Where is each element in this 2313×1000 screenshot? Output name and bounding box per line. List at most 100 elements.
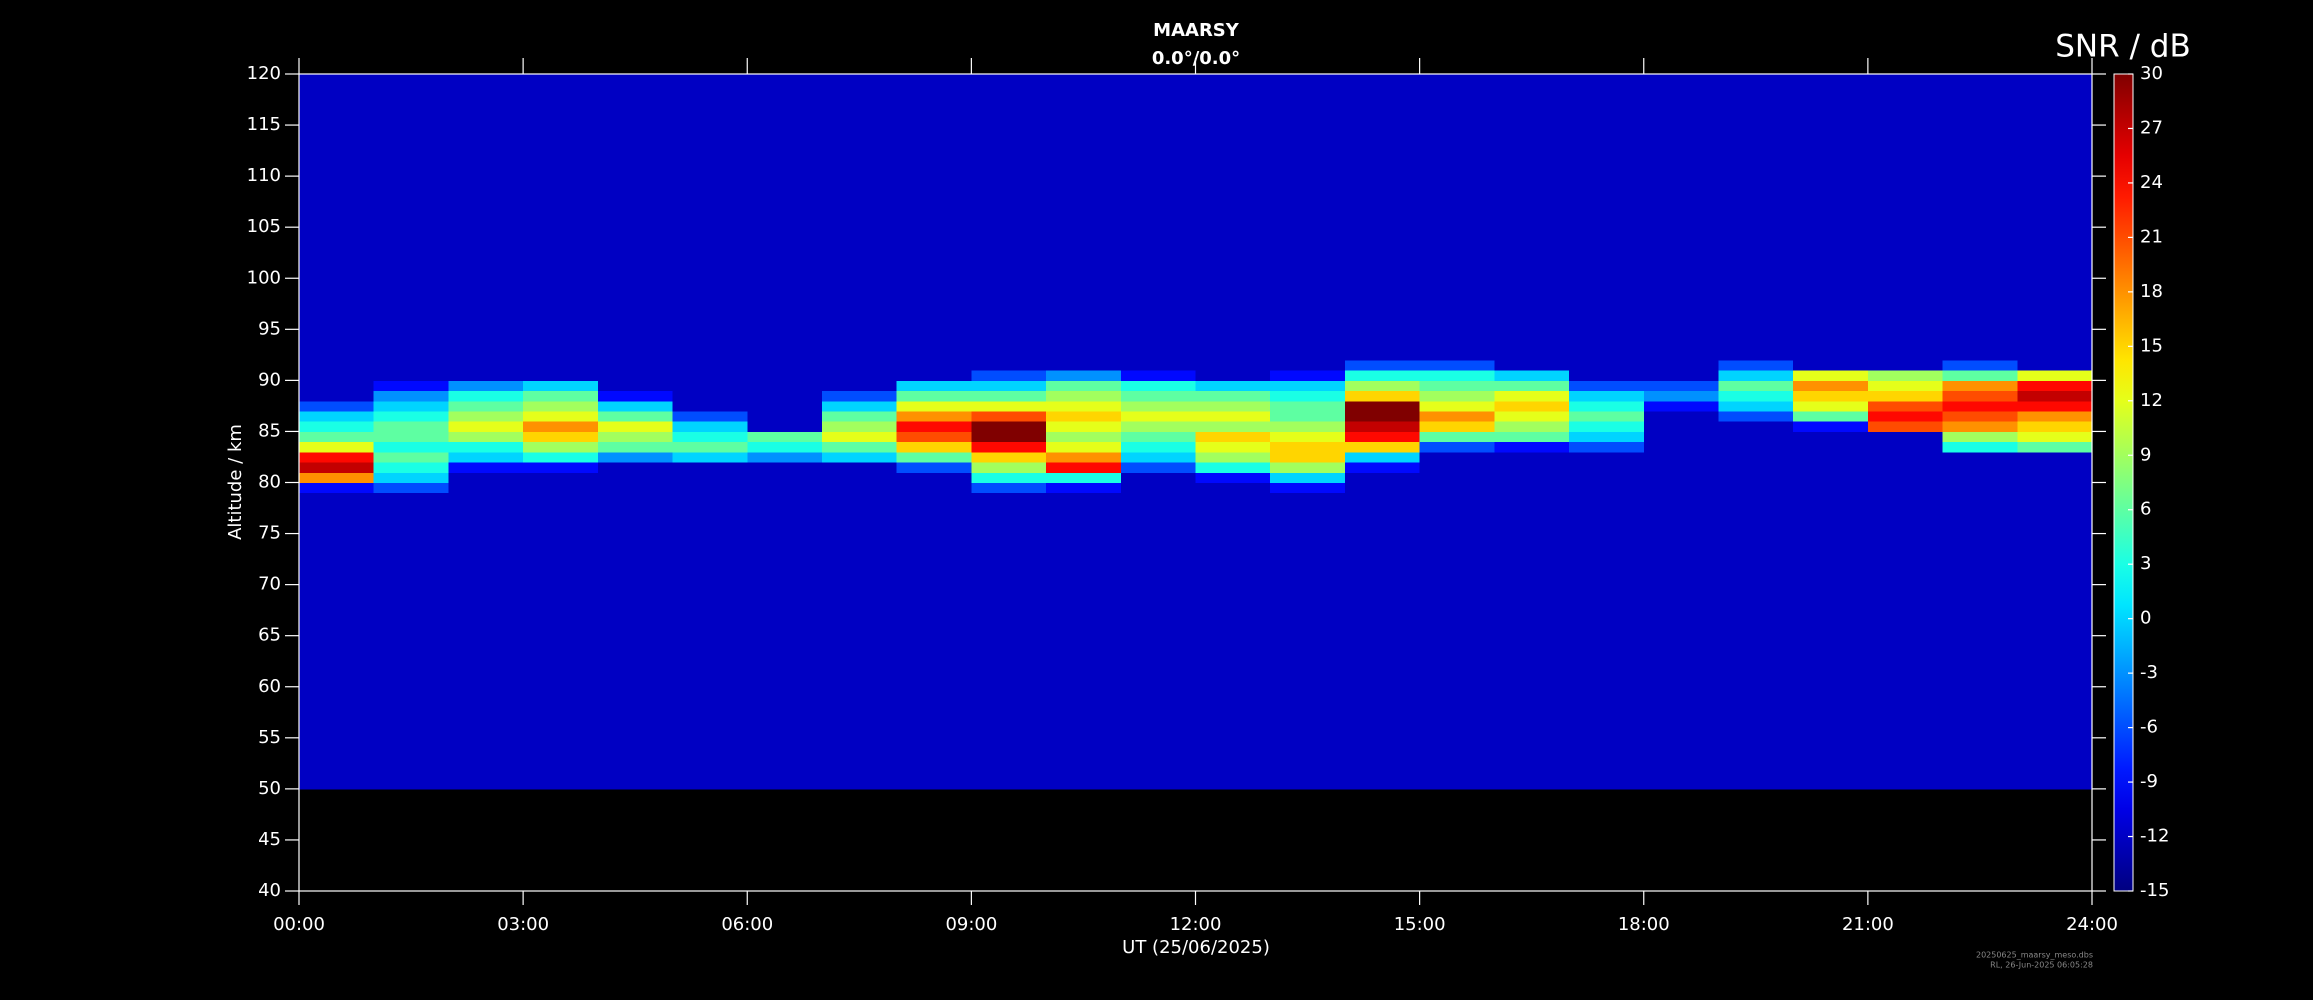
y-tick-label: 50 <box>258 778 281 799</box>
heatmap-cell <box>1867 431 1944 443</box>
colorbar-label: SNR / dB <box>2055 29 2191 65</box>
heatmap-cell <box>747 390 823 402</box>
heatmap-cell <box>373 431 449 443</box>
colorbar <box>2113 73 2134 892</box>
heatmap-cell <box>1643 380 1719 392</box>
heatmap-cell <box>1046 400 1122 412</box>
heatmap-cell <box>1494 359 1570 371</box>
heatmap-cell <box>523 359 599 371</box>
heatmap-cell <box>1942 359 2018 371</box>
heatmap-cell <box>1195 421 1271 432</box>
heatmap-cell <box>1793 380 1869 392</box>
heatmap-cell <box>1419 421 1495 432</box>
heatmap-cell <box>299 492 375 790</box>
heatmap-cell <box>597 482 674 494</box>
heatmap-cell <box>896 462 972 473</box>
heatmap-cell <box>1120 451 1196 463</box>
heatmap-cell <box>1419 462 1495 473</box>
heatmap-cell <box>1344 390 1421 402</box>
heatmap-cell <box>1120 74 1196 361</box>
heatmap-cell <box>1643 431 1719 443</box>
heatmap-cell <box>1718 359 1794 371</box>
heatmap-cell <box>1643 74 1719 361</box>
heatmap-cell <box>1344 411 1421 422</box>
heatmap-cell <box>672 431 748 443</box>
heatmap-cell <box>299 462 375 473</box>
heatmap-cell <box>1942 411 2018 422</box>
heatmap-cell <box>1046 359 1122 371</box>
heatmap-cell <box>1793 390 1869 402</box>
heatmap-cell <box>448 451 524 463</box>
heatmap-cell <box>373 359 449 371</box>
heatmap-cell <box>1195 359 1271 371</box>
heatmap-cell <box>971 451 1047 463</box>
y-tick-label: 90 <box>258 369 281 390</box>
heatmap <box>299 74 2093 790</box>
heatmap-cell <box>299 380 375 392</box>
heatmap-cell <box>523 390 599 402</box>
x-tick-label: 21:00 <box>1842 914 1894 935</box>
heatmap-cell <box>2017 370 2093 381</box>
heatmap-cell <box>448 400 524 412</box>
heatmap-cell <box>971 400 1047 412</box>
x-tick-label: 03:00 <box>497 914 549 935</box>
colorbar-tick-label: 0 <box>2140 608 2151 629</box>
heatmap-cell <box>1270 451 1346 463</box>
heatmap-cell <box>523 462 599 473</box>
heatmap-cell <box>523 400 599 412</box>
heatmap-cell <box>1643 359 1719 371</box>
heatmap-cell <box>373 492 449 790</box>
heatmap-cell <box>672 380 748 392</box>
heatmap-cell <box>1793 451 1869 463</box>
y-tick-label: 40 <box>258 880 281 901</box>
heatmap-cell <box>896 421 972 432</box>
heatmap-cell <box>747 431 823 443</box>
heatmap-cell <box>373 451 449 463</box>
heatmap-cell <box>747 359 823 371</box>
heatmap-cell <box>896 380 972 392</box>
heatmap-cell <box>2017 359 2093 371</box>
heatmap-cell <box>1942 441 2018 453</box>
heatmap-cell <box>747 462 823 473</box>
heatmap-cell <box>1419 441 1495 453</box>
heatmap-cell <box>523 74 599 361</box>
heatmap-cell <box>523 411 599 422</box>
heatmap-cell <box>1569 482 1645 494</box>
heatmap-cell <box>747 370 823 381</box>
heatmap-cell <box>821 74 898 361</box>
heatmap-cell <box>896 451 972 463</box>
heatmap-cell <box>1494 482 1570 494</box>
heatmap-cell <box>1867 492 1944 790</box>
heatmap-cell <box>1643 482 1719 494</box>
heatmap-cell <box>448 472 524 483</box>
heatmap-cell <box>597 421 674 432</box>
heatmap-cell <box>523 421 599 432</box>
heatmap-cell <box>597 359 674 371</box>
footer-stamp: RL, 26-Jun-2025 06:05:28 <box>1990 961 2093 970</box>
heatmap-cell <box>1569 380 1645 392</box>
heatmap-cell <box>448 380 524 392</box>
heatmap-cell <box>597 380 674 392</box>
colorbar-tick-label: 15 <box>2140 335 2163 356</box>
heatmap-cell <box>2017 451 2093 463</box>
heatmap-cell <box>597 462 674 473</box>
heatmap-cell <box>1344 482 1421 494</box>
heatmap-cell <box>1793 400 1869 412</box>
heatmap-cell <box>523 492 599 790</box>
heatmap-cell <box>971 431 1047 443</box>
heatmap-cell <box>448 359 524 371</box>
heatmap-cell <box>1643 451 1719 463</box>
heatmap-cell <box>1942 492 2018 790</box>
heatmap-cell <box>821 411 898 422</box>
heatmap-cell <box>1195 370 1271 381</box>
heatmap-cell <box>672 370 748 381</box>
heatmap-cell <box>448 482 524 494</box>
heatmap-cell <box>1270 380 1346 392</box>
heatmap-cell <box>1270 441 1346 453</box>
y-tick-label: 75 <box>258 523 281 544</box>
heatmap-cell <box>1494 492 1570 790</box>
heatmap-cell <box>299 400 375 412</box>
colorbar-tick-label: 21 <box>2140 226 2163 247</box>
heatmap-cell <box>747 472 823 483</box>
heatmap-cell <box>1569 441 1645 453</box>
